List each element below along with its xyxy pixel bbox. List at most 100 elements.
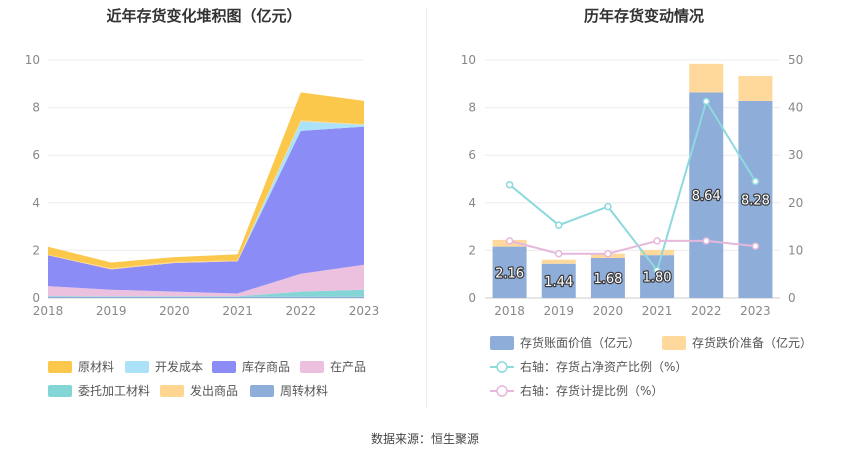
ratio-line-1-point-3 bbox=[653, 237, 661, 245]
panel-divider bbox=[426, 8, 427, 408]
left-area-4 bbox=[48, 121, 364, 270]
right-right-y-tick-0: 0 bbox=[788, 291, 796, 305]
right-left-y-tick-2: 4 bbox=[468, 196, 476, 210]
right-chart-title: 历年存货变动情况 bbox=[584, 7, 704, 25]
left-legend-swatch-4 bbox=[48, 385, 72, 397]
left-legend-swatch-6 bbox=[250, 385, 274, 397]
right-x-tick-5: 2023 bbox=[740, 304, 771, 318]
bar-value-label-1: 1.44 bbox=[544, 275, 573, 290]
bar-value-label-0: 2.16 bbox=[495, 266, 524, 281]
right-legend-label-bar-1: 存货跌价准备（亿元） bbox=[692, 335, 812, 350]
ratio-line-0-point-0 bbox=[505, 180, 514, 189]
left-area-2 bbox=[48, 264, 364, 297]
left-x-tick-3: 2021 bbox=[222, 304, 253, 318]
ratio-line-0-point-2 bbox=[604, 202, 612, 211]
ratio-line-0 bbox=[508, 98, 757, 273]
right-legend: 存货账面价值（亿元） 存货跌价准备（亿元） 右轴：存货占净资产比例（%） 右轴：存货计… bbox=[490, 335, 812, 398]
left-x-tick-4: 2022 bbox=[286, 304, 317, 318]
right-left-y-axis-ticks: 0 2 4 6 8 10 bbox=[461, 53, 476, 305]
ratio-line-1 bbox=[509, 239, 756, 255]
left-legend-swatch-1 bbox=[125, 361, 149, 373]
left-y-tick-4: 8 bbox=[32, 101, 40, 115]
right-left-y-tick-1: 2 bbox=[468, 243, 476, 257]
left-legend-label-6: 周转材料 bbox=[280, 383, 328, 398]
impairment-bar-5 bbox=[738, 75, 773, 101]
right-right-y-axis-ticks: 0 10 20 30 40 50 bbox=[788, 53, 803, 305]
right-right-y-tick-5: 50 bbox=[788, 53, 803, 67]
left-legend-swatch-3 bbox=[300, 361, 324, 373]
book-value-bar-1 bbox=[541, 263, 576, 298]
ratio-line-1-point-4 bbox=[702, 237, 710, 245]
right-lines bbox=[505, 97, 760, 275]
right-x-tick-1: 2019 bbox=[543, 304, 574, 318]
right-right-y-tick-2: 20 bbox=[788, 196, 803, 210]
right-x-tick-0: 2018 bbox=[494, 304, 525, 318]
bar-value-label-2: 1.68 bbox=[593, 272, 622, 287]
right-x-tick-2: 2020 bbox=[593, 304, 624, 318]
book-value-bar-0 bbox=[492, 246, 527, 298]
ratio-line-1-point-1 bbox=[555, 249, 563, 258]
book-value-bar-3 bbox=[640, 255, 675, 298]
right-gridlines bbox=[485, 59, 780, 299]
left-area-6 bbox=[48, 92, 364, 269]
left-y-tick-0: 0 bbox=[32, 291, 40, 305]
book-value-bar-4 bbox=[689, 92, 724, 298]
right-right-y-tick-4: 40 bbox=[788, 101, 803, 115]
ratio-line-0-point-3 bbox=[653, 266, 661, 275]
ratio-line-1-point-2 bbox=[604, 249, 612, 258]
left-x-tick-2: 2020 bbox=[159, 304, 190, 318]
bar-value-label-4: 8.64 bbox=[692, 189, 721, 204]
right-right-y-tick-1: 10 bbox=[788, 243, 803, 257]
right-x-tick-4: 2022 bbox=[691, 304, 722, 318]
bar-value-label-5: 8.28 bbox=[741, 193, 770, 208]
left-y-axis-ticks: 0 2 4 6 8 10 bbox=[25, 53, 40, 305]
left-legend-label-1: 开发成本 bbox=[155, 359, 203, 374]
left-legend-swatch-5 bbox=[160, 385, 184, 397]
ratio-line-0-point-4 bbox=[702, 97, 710, 106]
left-x-tick-0: 2018 bbox=[33, 304, 64, 318]
left-legend-label-0: 原材料 bbox=[78, 360, 114, 374]
right-legend-marker-0 bbox=[496, 361, 508, 373]
left-chart-title: 近年存货变化堆积图（亿元） bbox=[106, 7, 301, 25]
left-x-axis-ticks: 2018 2019 2020 2021 2022 2023 bbox=[33, 304, 380, 318]
left-area-0 bbox=[48, 296, 364, 298]
ratio-line-1-point-0 bbox=[505, 237, 514, 245]
right-legend-swatch-bar-0 bbox=[490, 336, 514, 350]
right-left-y-tick-0: 0 bbox=[468, 291, 476, 305]
right-legend-swatch-bar-1 bbox=[662, 336, 686, 350]
impairment-bar-4 bbox=[689, 63, 724, 93]
left-legend-swatch-2 bbox=[212, 361, 236, 373]
left-legend-label-3: 在产品 bbox=[330, 360, 366, 374]
right-legend-label-line-1: 右轴：存货计提比例（%） bbox=[520, 383, 663, 398]
left-legend-label-4: 委托加工材料 bbox=[78, 384, 150, 398]
left-y-tick-1: 2 bbox=[32, 243, 40, 257]
ratio-line-1-point-5 bbox=[751, 242, 760, 250]
right-x-tick-3: 2021 bbox=[642, 304, 673, 318]
left-stacked-areas bbox=[48, 92, 364, 298]
left-legend-label-2: 库存商品 bbox=[242, 359, 290, 374]
bar-value-label-3: 1.80 bbox=[643, 271, 672, 286]
right-left-y-tick-5: 10 bbox=[461, 53, 476, 67]
right-legend-marker-1 bbox=[496, 385, 508, 397]
book-value-bar-2 bbox=[590, 258, 625, 298]
left-y-tick-5: 10 bbox=[25, 53, 40, 67]
left-area-1 bbox=[48, 289, 364, 297]
impairment-bar-3 bbox=[640, 249, 675, 256]
right-left-y-tick-3: 6 bbox=[468, 148, 476, 162]
impairment-bar-1 bbox=[541, 259, 576, 264]
left-y-tick-3: 6 bbox=[32, 148, 40, 162]
left-x-tick-1: 2019 bbox=[96, 304, 127, 318]
left-y-tick-2: 4 bbox=[32, 196, 40, 210]
ratio-line-0-point-1 bbox=[555, 221, 563, 229]
source-label: 数据来源：恒生聚源 bbox=[370, 432, 479, 446]
right-x-axis-ticks: 2018 2019 2020 2021 2022 2023 bbox=[494, 304, 770, 318]
right-legend-label-line-0: 右轴：存货占净资产比例（%） bbox=[520, 359, 687, 374]
left-x-tick-5: 2023 bbox=[349, 304, 380, 318]
left-legend-label-5: 发出商品 bbox=[190, 383, 238, 398]
right-bar-labels: 2.16 1.44 1.68 1.80 8.64 8.28 bbox=[494, 188, 771, 291]
right-bars bbox=[492, 63, 773, 298]
right-legend-label-bar-0: 存货账面价值（亿元） bbox=[520, 335, 640, 350]
left-area-3 bbox=[48, 126, 364, 294]
